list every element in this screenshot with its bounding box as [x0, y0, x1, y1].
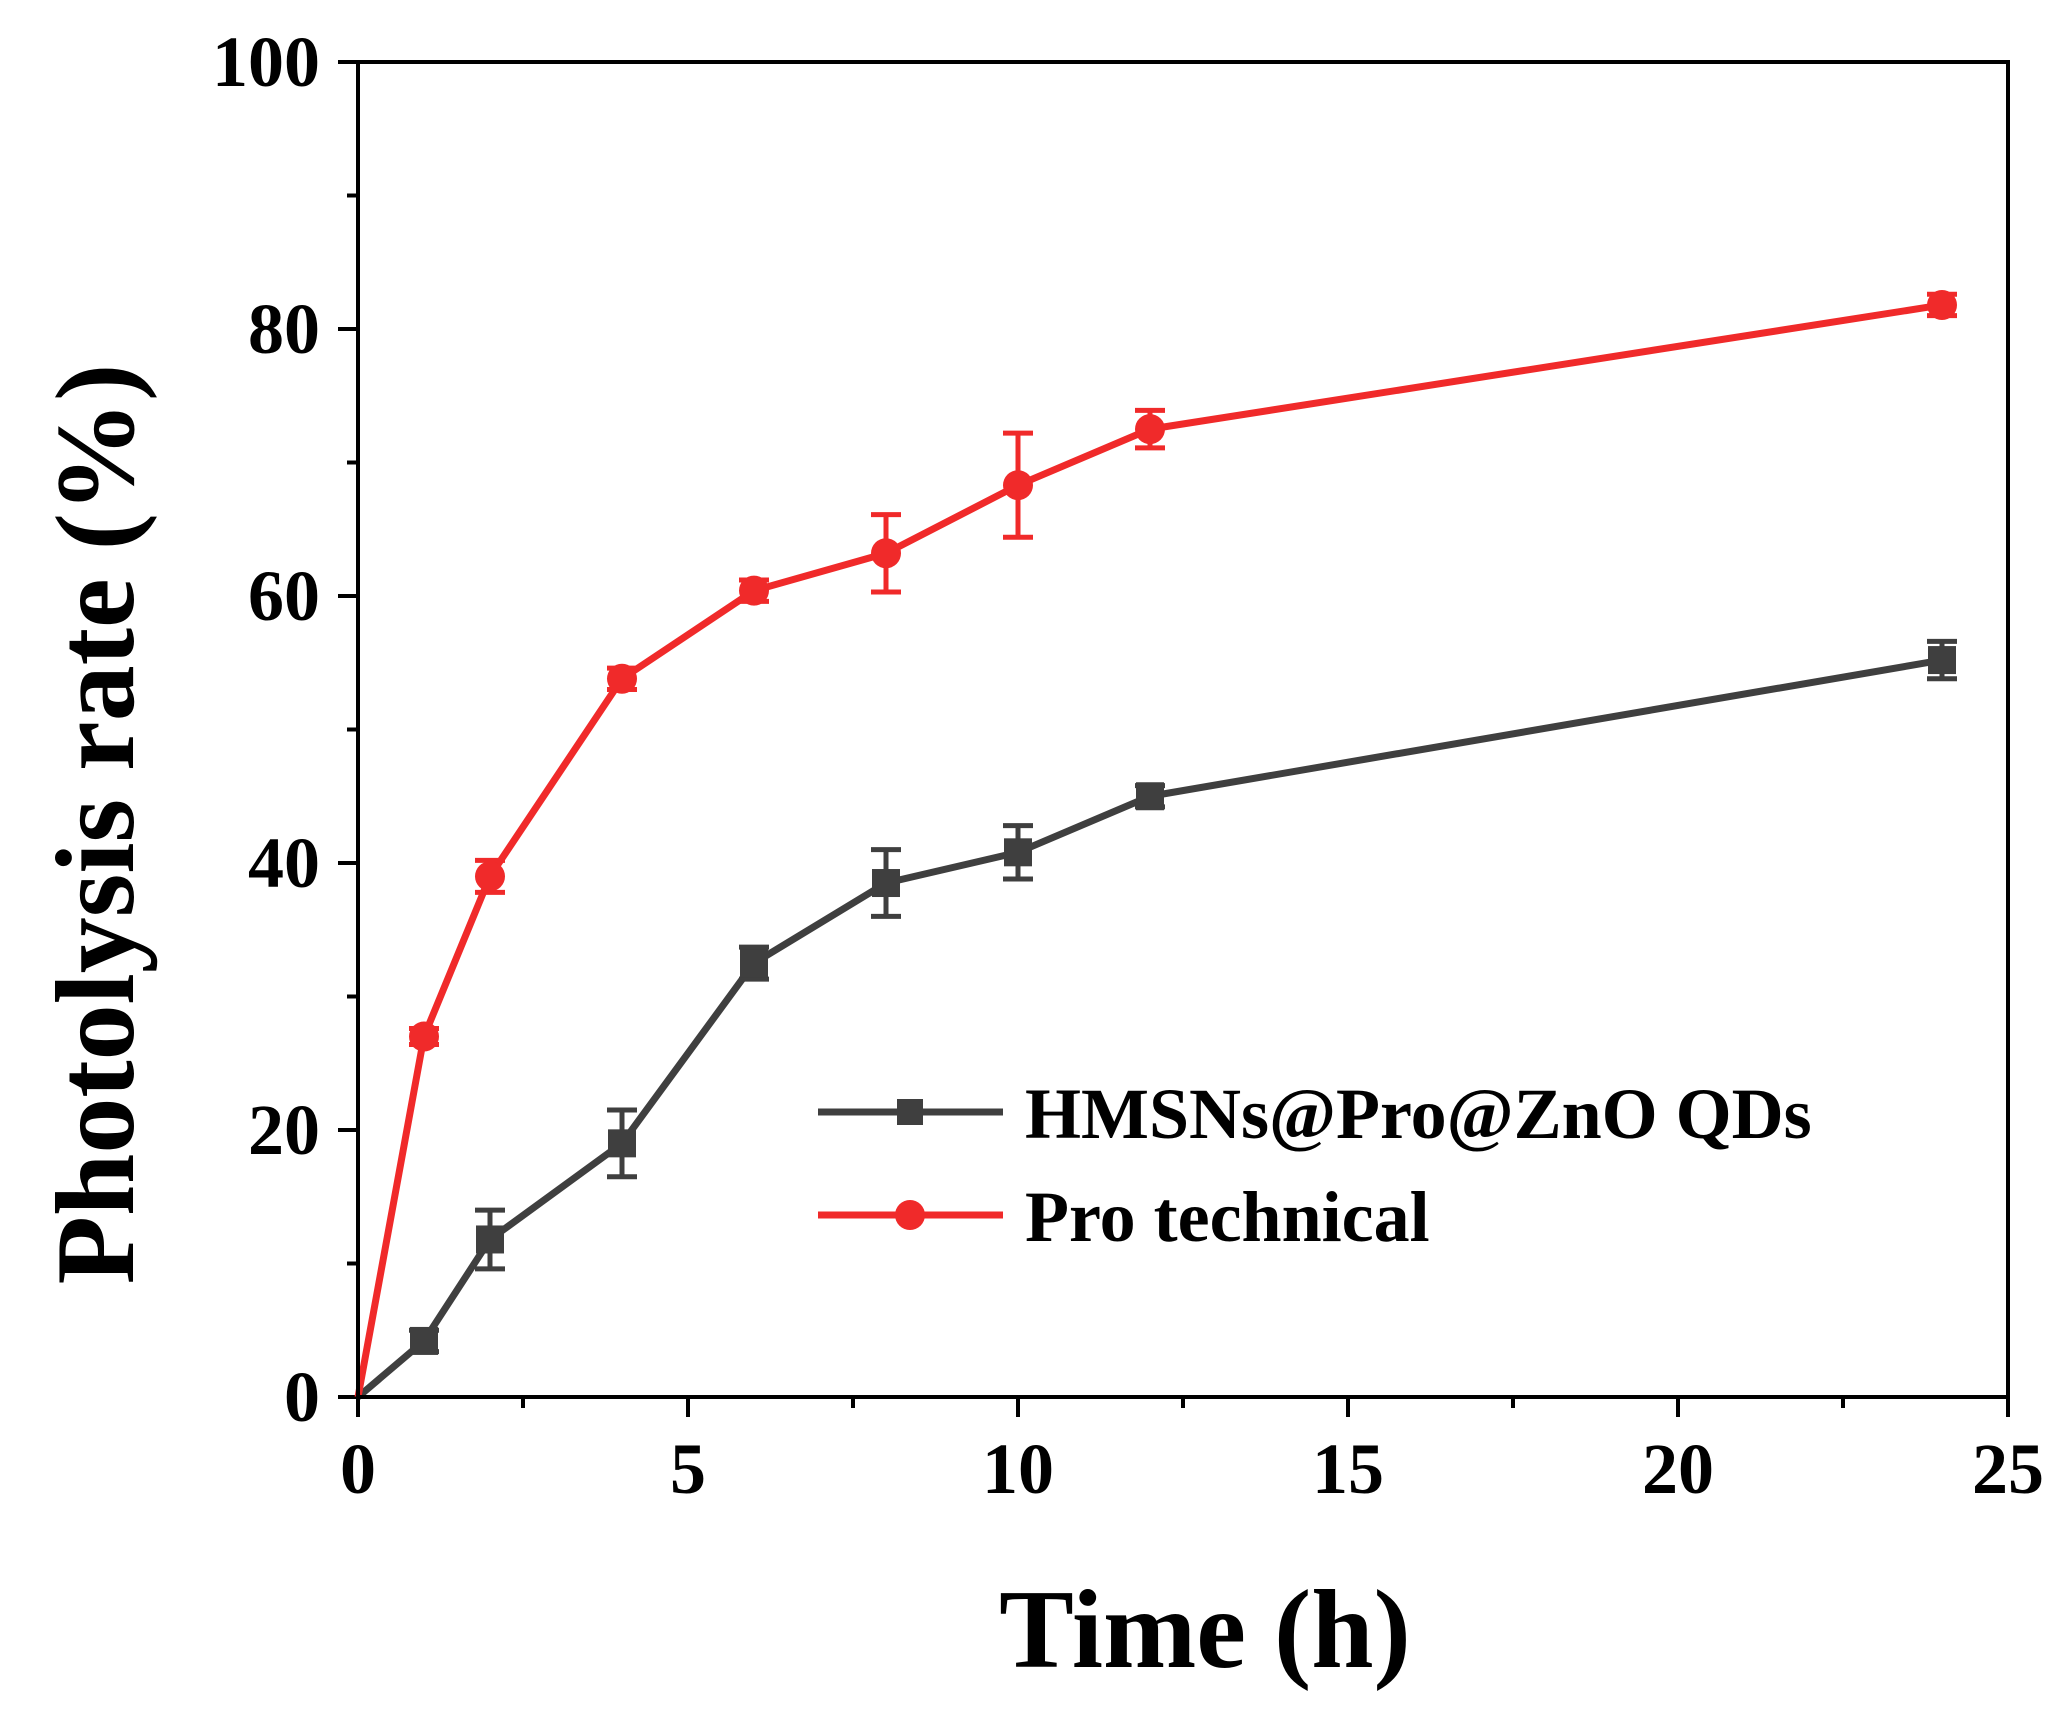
y-tick-label: 40 [248, 823, 320, 903]
y-tick-label: 80 [248, 289, 320, 369]
legend-marker-hmsns [897, 1099, 923, 1125]
y-axis-title-group: Photolysis rate (%) [34, 364, 158, 1285]
y-tick-label: 0 [284, 1357, 320, 1437]
y-tick-label: 100 [212, 22, 320, 102]
data-point [410, 1326, 438, 1355]
x-tick-label: 0 [340, 1429, 376, 1509]
x-tick-label: 25 [1972, 1429, 2044, 1509]
data-point [1135, 414, 1165, 445]
axis-ticks: 0 5 10 15 20 25 0 20 40 60 80 100 [212, 22, 2044, 1509]
data-point [608, 1129, 636, 1158]
data-point [476, 1225, 504, 1254]
legend-label-hmsns: HMSNs@Pro@ZnO QDs [1025, 1074, 1812, 1154]
data-point [740, 949, 768, 978]
data-point [1928, 646, 1956, 675]
data-point [1004, 838, 1032, 867]
x-tick-label: 5 [670, 1429, 706, 1509]
x-axis-title: Time (h) [999, 1568, 1411, 1692]
legend-marker-pro-technical [895, 1200, 925, 1230]
x-tick-label: 10 [982, 1429, 1054, 1509]
series-hmsns [355, 638, 1957, 1400]
legend: HMSNs@Pro@ZnO QDs Pro technical [818, 1074, 1812, 1257]
data-point [607, 663, 637, 694]
data-point [872, 869, 900, 898]
data-point [1136, 782, 1164, 811]
data-point [739, 575, 769, 606]
y-axis-title: Photolysis rate (%) [34, 364, 158, 1285]
y-tick-label: 60 [248, 556, 320, 636]
legend-label-pro-technical: Pro technical [1025, 1177, 1430, 1257]
data-point [409, 1021, 439, 1052]
series-layer [354, 289, 1957, 1400]
plot-frame [356, 60, 2010, 1399]
series-pro-technical [354, 289, 1957, 1398]
data-point [1927, 289, 1957, 320]
x-tick-label: 15 [1312, 1429, 1384, 1509]
data-point [871, 538, 901, 569]
x-tick-label: 20 [1642, 1429, 1714, 1509]
series-line-hmsns [355, 656, 1943, 1400]
data-point [1003, 470, 1033, 501]
y-tick-label: 20 [248, 1090, 320, 1170]
data-point [475, 861, 505, 892]
